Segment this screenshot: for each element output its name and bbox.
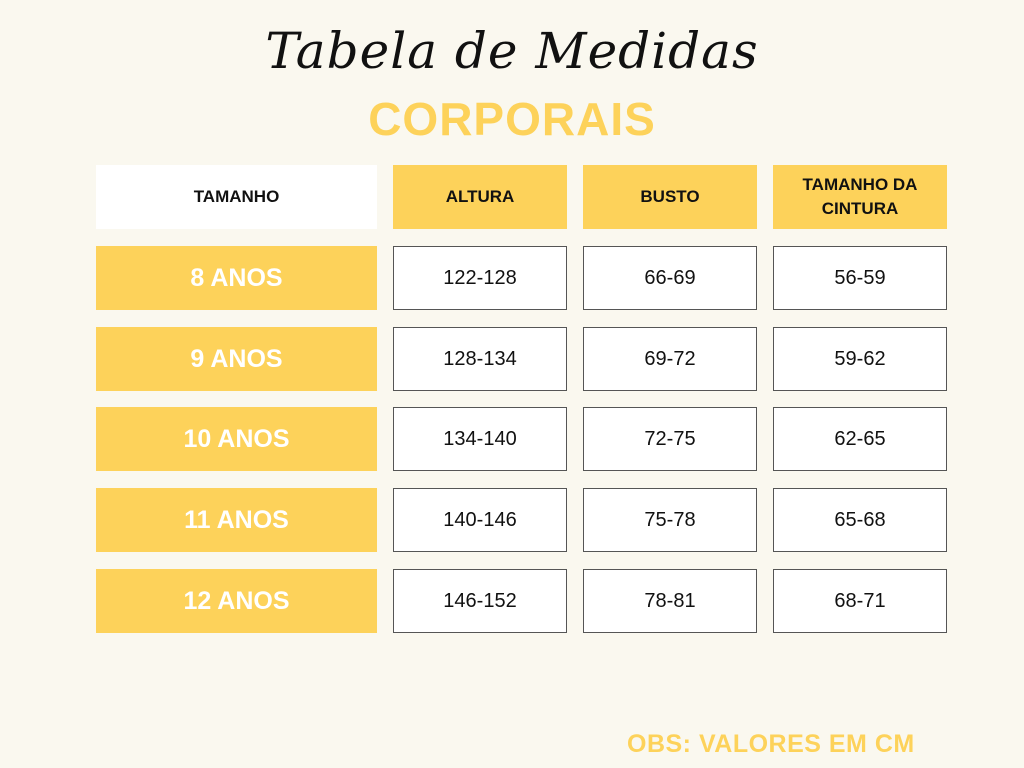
busto-cell: 66-69 (583, 246, 757, 310)
altura-cell: 134-140 (393, 407, 567, 471)
header-cintura: TAMANHO DA CINTURA (773, 165, 947, 229)
header-cintura-label: TAMANHO DA CINTURA (802, 175, 918, 218)
cintura-cell: 62-65 (773, 407, 947, 471)
cintura-cell: 59-62 (773, 327, 947, 391)
units-note: OBS: VALORES EM CM (627, 730, 915, 758)
cintura-cell: 56-59 (773, 246, 947, 310)
busto-cell: 78-81 (583, 569, 757, 633)
page-title-main: CORPORAIS (368, 93, 656, 145)
size-cell: 11 ANOS (96, 488, 377, 552)
header-busto: BUSTO (583, 165, 757, 229)
cintura-cell: 65-68 (773, 488, 947, 552)
size-cell: 9 ANOS (96, 327, 377, 391)
altura-cell: 146-152 (393, 569, 567, 633)
altura-cell: 140-146 (393, 488, 567, 552)
size-cell: 12 ANOS (96, 569, 377, 633)
busto-cell: 75-78 (583, 488, 757, 552)
page-title-script: Tabela de Medidas (265, 22, 759, 80)
altura-cell: 122-128 (393, 246, 567, 310)
header-tamanho: TAMANHO (96, 165, 377, 229)
header-altura: ALTURA (393, 165, 567, 229)
busto-cell: 72-75 (583, 407, 757, 471)
altura-cell: 128-134 (393, 327, 567, 391)
busto-cell: 69-72 (583, 327, 757, 391)
size-cell: 10 ANOS (96, 407, 377, 471)
cintura-cell: 68-71 (773, 569, 947, 633)
size-cell: 8 ANOS (96, 246, 377, 310)
